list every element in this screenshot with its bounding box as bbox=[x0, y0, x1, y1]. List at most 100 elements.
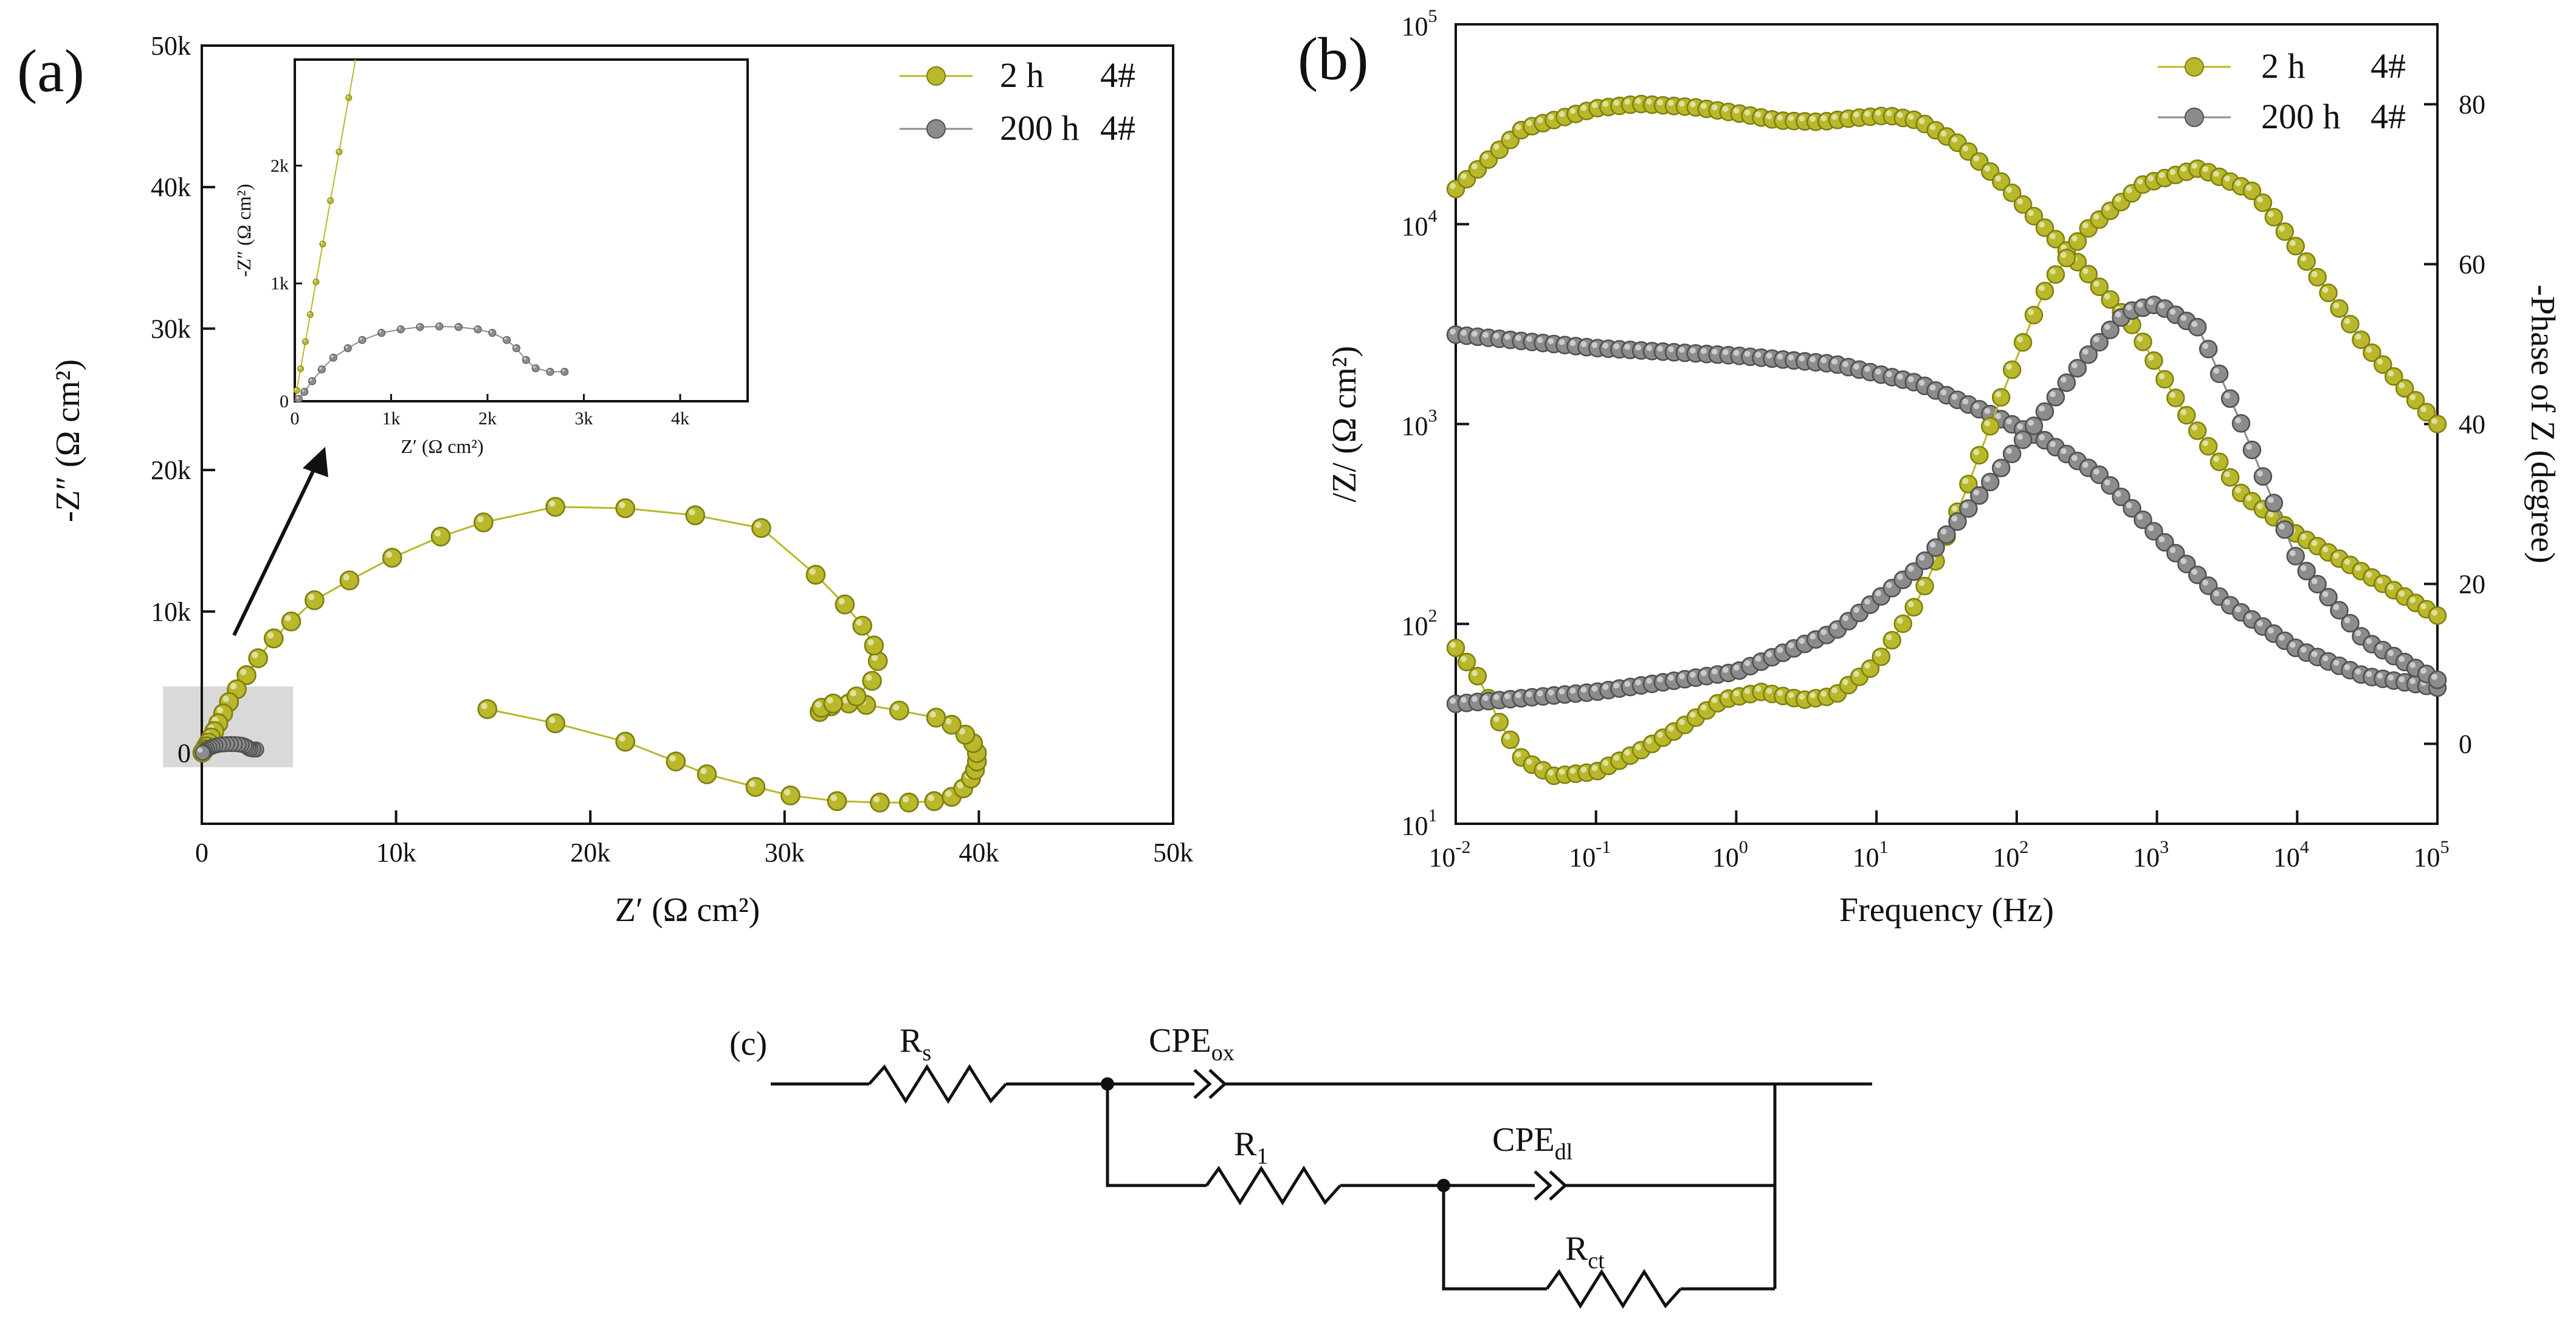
bode-point-0-highlight bbox=[1896, 112, 1903, 119]
bode-point-1-highlight bbox=[1918, 379, 1925, 386]
bode-point-2 bbox=[2013, 333, 2033, 352]
bode-point-2 bbox=[2035, 281, 2054, 301]
nyquist-point-2h-highlight bbox=[902, 796, 909, 803]
bode-point-0-highlight bbox=[1907, 114, 1914, 120]
legend-label-2h: 2 h bbox=[1000, 55, 1044, 95]
bode-point-3-highlight bbox=[2213, 368, 2220, 374]
inset-point-200h-highlight bbox=[359, 337, 362, 340]
nyquist-point-2h bbox=[430, 526, 451, 547]
bode-point-0-highlight bbox=[1777, 114, 1783, 121]
wire-rct-branch bbox=[1442, 1185, 1547, 1291]
nyquist-point-2h-highlight bbox=[240, 669, 247, 675]
bode-point-2-highlight bbox=[2180, 165, 2187, 172]
bode-point-1-highlight bbox=[1853, 364, 1859, 370]
bode-point-0-highlight bbox=[2420, 603, 2427, 610]
legend-tag-200h: 4# bbox=[2371, 97, 2406, 136]
bode-point-0 bbox=[2209, 452, 2229, 471]
bode-point-0-highlight bbox=[1864, 111, 1870, 117]
bode-point-2-highlight bbox=[2300, 255, 2307, 262]
inset-y-axis-label: -Z″ (Ω cm²) bbox=[233, 184, 255, 277]
bode-point-1-highlight bbox=[1788, 354, 1794, 361]
bode-point-0-highlight bbox=[1504, 134, 1510, 140]
bode-point-2-highlight bbox=[2126, 187, 2132, 193]
inset-point-2h-highlight bbox=[328, 198, 331, 201]
bode-point-2-highlight bbox=[1668, 725, 1674, 732]
bode-point-0-highlight bbox=[1689, 101, 1696, 108]
bode-point-2-highlight bbox=[1515, 751, 1521, 757]
bode-point-2-highlight bbox=[2202, 166, 2209, 173]
bode-point-0 bbox=[2144, 351, 2163, 370]
inset-point-200h-highlight bbox=[489, 330, 492, 333]
bode-point-0-highlight bbox=[1951, 136, 1958, 143]
legend-marker-200h bbox=[926, 119, 946, 139]
bode-point-3-highlight bbox=[1853, 607, 1859, 613]
nyquist-point-2h-highlight bbox=[689, 509, 695, 516]
legend-tag-200h: 4# bbox=[1100, 108, 1135, 148]
bode-point-2-highlight bbox=[2235, 180, 2242, 187]
inset-x-tick-label: 2k bbox=[478, 409, 497, 429]
nyquist-point-2h-highlight bbox=[222, 695, 229, 702]
bode-point-2 bbox=[2297, 252, 2316, 271]
inset-x-tick-label: 0 bbox=[291, 409, 300, 429]
nyquist-point-2h bbox=[852, 615, 872, 636]
bode-point-1-highlight bbox=[1483, 331, 1489, 338]
bode-y2-axis-label: -Phase of Z (degree) bbox=[2524, 285, 2561, 564]
nyquist-point-2h-highlight bbox=[216, 706, 224, 714]
bode-point-0-highlight bbox=[1613, 100, 1620, 106]
bode-point-2-highlight bbox=[2147, 175, 2154, 182]
bode-x-tick-label: 103 bbox=[2133, 837, 2169, 872]
inset-point-2h-highlight bbox=[303, 339, 306, 342]
bode-point-1-highlight bbox=[1929, 384, 1936, 391]
inset-point-2h bbox=[312, 278, 320, 286]
bode-point-2-highlight bbox=[1472, 670, 1478, 677]
bode-point-0-highlight bbox=[1984, 165, 1991, 172]
nyquist-point-2h-highlight bbox=[477, 516, 484, 523]
bode-point-3-highlight bbox=[1733, 664, 1740, 671]
inset-y-ticks: 0 1k 2k bbox=[270, 156, 302, 412]
bode-point-0-highlight bbox=[1548, 114, 1554, 120]
panel-label-b: (b) bbox=[1298, 25, 1369, 92]
resistor-rs bbox=[868, 1064, 1007, 1104]
inset-point-2h-highlight bbox=[314, 280, 316, 282]
bode-point-3-highlight bbox=[2006, 447, 2013, 454]
bode-point-2-highlight bbox=[1657, 731, 1663, 738]
bode-point-2-highlight bbox=[1962, 478, 1969, 485]
inset-series bbox=[293, 59, 569, 403]
nyquist-point-2h bbox=[835, 594, 855, 615]
bode-point-3 bbox=[2002, 444, 2022, 463]
inset-point-200h bbox=[474, 325, 482, 334]
bode-point-3-highlight bbox=[1864, 598, 1870, 605]
bode-point-1-highlight bbox=[2355, 668, 2361, 675]
bode-point-0-highlight bbox=[2246, 495, 2252, 502]
y-tick-label: 10k bbox=[151, 597, 191, 627]
bode-point-3 bbox=[2188, 317, 2207, 337]
bode-point-0-highlight bbox=[2268, 511, 2274, 517]
bode-point-0-highlight bbox=[1472, 163, 1478, 170]
bode-point-0 bbox=[2199, 437, 2218, 456]
legend-marker-2h bbox=[926, 66, 946, 86]
nyquist-point-2h-highlight bbox=[284, 615, 292, 622]
inset-frame bbox=[294, 58, 749, 402]
bode-point-1-highlight bbox=[1984, 408, 1991, 415]
bode-point-3 bbox=[2242, 440, 2262, 460]
bode-point-0-highlight bbox=[1886, 110, 1892, 117]
bode-point-0-highlight bbox=[1766, 113, 1772, 120]
bode-point-0-highlight bbox=[2082, 268, 2089, 274]
bode-point-2-highlight bbox=[2409, 394, 2416, 401]
bode-point-3-highlight bbox=[1875, 590, 1881, 596]
bode-point-2-highlight bbox=[1646, 737, 1653, 744]
inset-point-200h bbox=[546, 368, 554, 376]
bode-point-1-highlight bbox=[1450, 328, 1456, 335]
bode-point-0-highlight bbox=[1515, 124, 1521, 131]
bode-point-2 bbox=[1904, 598, 1923, 617]
bode-point-1-highlight bbox=[1875, 368, 1881, 375]
bode-point-0-highlight bbox=[2028, 210, 2034, 216]
nyquist-point-2h bbox=[339, 570, 360, 591]
bode-point-2-highlight bbox=[1537, 764, 1543, 771]
inset-point-200h bbox=[512, 344, 521, 353]
bode-point-3-highlight bbox=[1613, 682, 1620, 689]
bode-point-3-highlight bbox=[1493, 694, 1500, 700]
bode-point-0-highlight bbox=[1799, 115, 1805, 122]
bode-point-1-highlight bbox=[1766, 353, 1772, 359]
